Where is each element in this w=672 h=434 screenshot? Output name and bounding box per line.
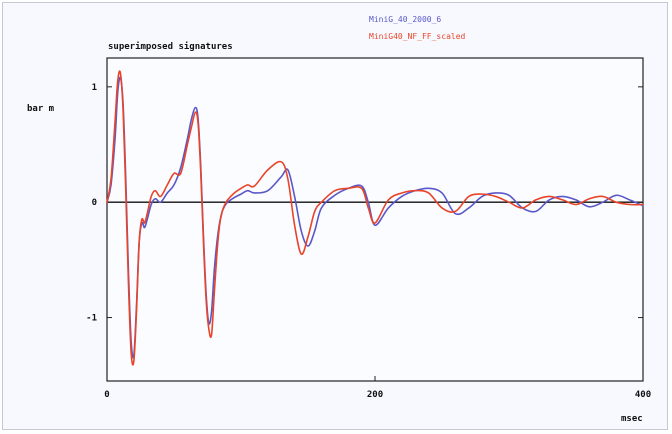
chart-title: superimposed signatures: [108, 41, 233, 52]
x-tick-label: 0: [104, 390, 109, 400]
plot-area: [106, 57, 644, 382]
legend-series-1: MiniG_40_2000_6: [369, 15, 441, 24]
x-tick-label: 200: [367, 390, 383, 400]
chart-frame: superimposed signatures bar m msec MiniG…: [2, 2, 668, 430]
x-tick-label: 400: [635, 390, 651, 400]
series-layer: [106, 70, 644, 366]
signature-chart: superimposed signatures bar m msec MiniG…: [27, 15, 651, 424]
y-axis-label: bar m: [27, 104, 55, 114]
series-line-2: [106, 70, 644, 366]
y-tick-label: 1: [92, 83, 97, 93]
y-tick-label: 0: [92, 198, 97, 208]
axes-layer: 1 0 -1 0 200 400: [86, 83, 651, 400]
x-axis-label: msec: [621, 414, 643, 424]
y-tick-label: -1: [86, 314, 97, 324]
legend-series-2: MiniG40_NF_FF_scaled: [369, 32, 466, 41]
